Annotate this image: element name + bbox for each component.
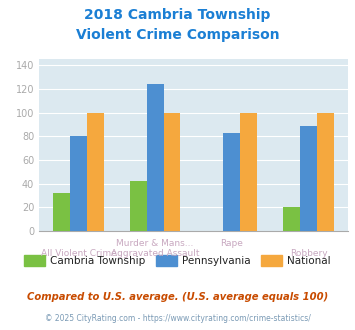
Bar	[300, 126, 317, 231]
Text: 2018 Cambria Township: 2018 Cambria Township	[84, 8, 271, 22]
Bar	[53, 193, 70, 231]
Bar	[240, 113, 257, 231]
Legend: Cambria Township, Pennsylvania, National: Cambria Township, Pennsylvania, National	[20, 251, 335, 270]
Bar	[130, 181, 147, 231]
Bar	[87, 113, 104, 231]
Text: Compared to U.S. average. (U.S. average equals 100): Compared to U.S. average. (U.S. average …	[27, 292, 328, 302]
Text: All Violent Crime: All Violent Crime	[40, 249, 116, 258]
Text: Murder & Mans...: Murder & Mans...	[116, 239, 194, 248]
Bar	[283, 207, 300, 231]
Bar	[223, 133, 240, 231]
Text: Violent Crime Comparison: Violent Crime Comparison	[76, 28, 279, 42]
Text: © 2025 CityRating.com - https://www.cityrating.com/crime-statistics/: © 2025 CityRating.com - https://www.city…	[45, 314, 310, 323]
Text: Rape: Rape	[220, 239, 243, 248]
Bar	[147, 84, 164, 231]
Bar	[317, 113, 334, 231]
Bar	[164, 113, 180, 231]
Text: Aggravated Assault: Aggravated Assault	[111, 249, 200, 258]
Text: Robbery: Robbery	[290, 249, 327, 258]
Bar	[70, 136, 87, 231]
